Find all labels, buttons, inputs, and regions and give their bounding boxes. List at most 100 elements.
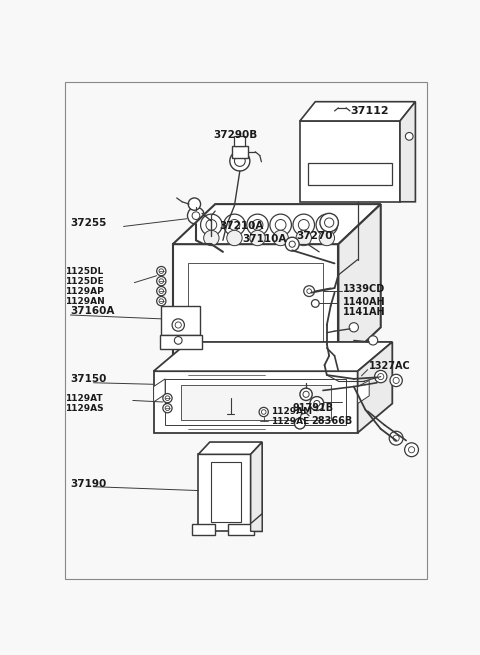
Text: 1327AC: 1327AC [369, 361, 411, 371]
Circle shape [273, 231, 288, 246]
Circle shape [389, 431, 403, 445]
Text: 28366B: 28366B [312, 416, 353, 426]
Circle shape [172, 319, 184, 331]
Bar [173, 244, 338, 367]
Bar [180, 385, 331, 420]
Bar [192, 523, 215, 535]
Text: 1339CD: 1339CD [343, 284, 385, 294]
Text: 37160A: 37160A [71, 306, 115, 316]
Bar [300, 121, 400, 202]
Circle shape [156, 286, 166, 296]
Text: 1129AN: 1129AN [65, 297, 105, 306]
Circle shape [207, 225, 215, 233]
Bar [165, 379, 346, 425]
Circle shape [374, 371, 387, 383]
Text: 37255: 37255 [71, 218, 107, 229]
Circle shape [295, 418, 305, 429]
Circle shape [393, 435, 399, 441]
Text: 1125DL: 1125DL [65, 267, 103, 276]
Circle shape [378, 373, 384, 380]
Circle shape [307, 289, 312, 293]
Circle shape [304, 286, 314, 297]
Circle shape [204, 231, 219, 246]
Text: 1140AH: 1140AH [343, 297, 385, 307]
Circle shape [289, 241, 295, 247]
Text: 1125DE: 1125DE [65, 276, 104, 286]
Bar [308, 163, 392, 185]
Text: 1129AE: 1129AE [271, 417, 309, 426]
Bar [211, 462, 240, 522]
Circle shape [159, 299, 164, 303]
Bar [154, 371, 358, 433]
Circle shape [224, 214, 245, 236]
Polygon shape [251, 442, 262, 531]
Circle shape [406, 132, 413, 140]
Circle shape [285, 237, 299, 251]
Circle shape [299, 219, 309, 231]
Circle shape [163, 403, 172, 413]
Circle shape [316, 214, 337, 236]
Bar [228, 523, 254, 535]
Text: 1129AP: 1129AP [65, 287, 104, 295]
Bar [188, 263, 323, 348]
Circle shape [270, 214, 291, 236]
Text: 37270: 37270 [296, 231, 333, 242]
Circle shape [275, 219, 286, 231]
Polygon shape [358, 381, 369, 403]
Circle shape [163, 394, 172, 403]
Circle shape [405, 443, 419, 457]
Circle shape [320, 214, 338, 232]
Circle shape [310, 397, 324, 411]
Circle shape [156, 297, 166, 306]
Polygon shape [154, 342, 392, 371]
Circle shape [159, 289, 164, 293]
Circle shape [250, 231, 265, 246]
Bar [198, 455, 251, 531]
Circle shape [192, 212, 200, 219]
Polygon shape [400, 102, 415, 202]
Circle shape [159, 279, 164, 284]
Circle shape [300, 388, 312, 400]
Text: 1129AM: 1129AM [271, 407, 312, 416]
Text: 1129AS: 1129AS [65, 403, 104, 413]
Circle shape [259, 407, 268, 417]
Circle shape [175, 322, 181, 328]
Circle shape [165, 396, 170, 400]
Circle shape [230, 151, 250, 171]
Circle shape [390, 374, 402, 386]
Circle shape [322, 219, 332, 231]
Circle shape [201, 214, 222, 236]
Circle shape [303, 391, 309, 398]
Circle shape [393, 377, 399, 384]
Text: 37290B: 37290B [214, 130, 258, 140]
Circle shape [188, 207, 204, 224]
Circle shape [252, 219, 263, 231]
Circle shape [165, 406, 170, 411]
Circle shape [174, 337, 182, 345]
Polygon shape [154, 379, 165, 402]
Text: 37150: 37150 [71, 374, 107, 384]
Bar [160, 335, 202, 349]
Bar [161, 306, 200, 335]
Circle shape [349, 323, 359, 332]
Circle shape [312, 299, 319, 307]
Polygon shape [251, 514, 262, 531]
Text: 37190: 37190 [71, 479, 107, 489]
Text: 37112: 37112 [350, 106, 389, 116]
Circle shape [247, 214, 268, 236]
Circle shape [293, 214, 314, 236]
Polygon shape [198, 442, 262, 455]
Circle shape [229, 219, 240, 231]
Circle shape [156, 276, 166, 286]
Text: 37110A: 37110A [242, 234, 287, 244]
Circle shape [314, 400, 320, 407]
Bar [234, 136, 245, 146]
Circle shape [319, 231, 335, 246]
Text: 91791B: 91791B [292, 403, 333, 413]
Text: 1141AH: 1141AH [343, 307, 385, 317]
Text: 37210A: 37210A [219, 221, 264, 231]
Circle shape [204, 221, 219, 236]
Circle shape [408, 447, 415, 453]
Polygon shape [358, 342, 392, 433]
Circle shape [324, 218, 334, 227]
